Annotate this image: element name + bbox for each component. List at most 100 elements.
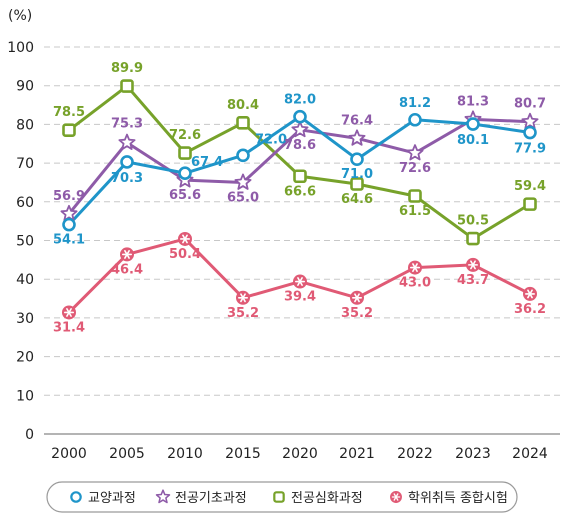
data-label: 80.7 (514, 97, 546, 112)
data-label: 81.3 (457, 94, 489, 109)
marker-spoke (182, 234, 188, 244)
data-point (118, 133, 136, 150)
data-label: 65.6 (169, 188, 201, 203)
data-point (348, 129, 366, 146)
marker-spoke (354, 293, 360, 303)
legend-label: 전공심화과정 (291, 491, 363, 506)
data-point (408, 189, 422, 203)
y-tick-label: 20 (16, 350, 34, 366)
y-tick-label: 60 (16, 195, 34, 211)
data-labels: 54.1 70.3 67.4 72.0 82.0 71.0 81.2 80.1 77.9 56.9… (53, 61, 546, 335)
y-tick-label: 80 (16, 117, 34, 133)
data-label: 81.2 (399, 96, 431, 111)
marker-spoke (297, 277, 303, 286)
data-point (406, 144, 424, 161)
data-label: 80.4 (227, 98, 259, 113)
data-point (236, 116, 250, 130)
y-tick-label: 10 (16, 388, 34, 404)
x-tick-label: 2021 (339, 446, 375, 462)
data-label: 67.4 (191, 155, 223, 170)
marker-spoke (66, 308, 72, 317)
legend-marker (273, 491, 285, 503)
data-label: 50.4 (169, 247, 201, 262)
data-point (236, 290, 250, 305)
data-point (350, 177, 364, 191)
legend-marker (390, 491, 402, 503)
data-label: 76.4 (341, 113, 373, 128)
data-point (521, 112, 539, 130)
data-point (60, 204, 78, 222)
data-point (120, 155, 134, 169)
data-label: 72.6 (399, 161, 431, 176)
data-label: 78.6 (284, 138, 316, 153)
x-tick-label: 2020 (282, 446, 318, 462)
data-point (236, 148, 250, 163)
data-label: 80.1 (457, 133, 489, 148)
legend-marker (70, 491, 82, 503)
data-point (178, 146, 192, 160)
data-point (523, 197, 537, 211)
data-label: 64.6 (341, 192, 373, 207)
y-tick-label: 30 (16, 311, 34, 327)
data-label: 66.6 (284, 184, 316, 199)
data-label: 56.9 (53, 189, 85, 204)
data-point (466, 117, 480, 131)
y-tick-label: 40 (16, 272, 34, 288)
marker-spoke (527, 289, 533, 299)
data-point (523, 125, 537, 140)
data-label: 71.0 (341, 167, 373, 182)
legend-label: 학위취득 종합시험 (408, 491, 508, 506)
marker-spoke (240, 293, 246, 303)
data-label: 77.9 (514, 142, 546, 157)
data-label: 46.4 (111, 262, 143, 277)
x-tick-label: 2024 (512, 446, 548, 462)
x-tick-labels: 2000 2005 2010 2015 2020 2021 2022 2023 2024 (51, 446, 548, 462)
data-label: 54.1 (53, 233, 85, 248)
x-tick-label: 2023 (455, 446, 491, 462)
data-point (234, 173, 252, 190)
marker-spoke (412, 263, 418, 273)
data-label: 59.4 (514, 179, 546, 194)
data-point (350, 290, 364, 305)
legend: 교양과정 전공기초과정 전공심화과정 학위취득 종합시험 (46, 481, 518, 513)
marker-spoke (393, 493, 399, 501)
data-label: 36.2 (514, 302, 546, 317)
y-tick-label: 50 (16, 234, 34, 250)
data-point (62, 305, 76, 320)
x-tick-label: 2000 (51, 446, 87, 462)
series-markers (60, 79, 539, 320)
data-point (178, 231, 192, 246)
data-point (293, 109, 307, 124)
x-tick-label: 2010 (167, 446, 203, 462)
data-point (120, 79, 134, 93)
data-label: 89.9 (111, 61, 143, 76)
data-point (408, 112, 422, 127)
marker-spoke (470, 260, 476, 270)
y-tick-labels: 0 10 20 30 40 50 60 70 80 90 100 (7, 40, 34, 443)
data-label: 31.4 (53, 320, 85, 335)
y-axis-label: (%) (8, 8, 32, 24)
data-point (408, 260, 422, 275)
data-point (293, 169, 307, 184)
data-point (62, 217, 76, 232)
data-point (523, 286, 537, 301)
x-tick-label: 2005 (109, 446, 145, 462)
data-point (62, 123, 76, 138)
y-tick-label: 100 (7, 40, 34, 56)
data-point (291, 120, 309, 138)
y-tick-label: 70 (16, 156, 34, 172)
x-tick-label: 2022 (397, 446, 433, 462)
data-label: 65.0 (227, 190, 259, 205)
data-label: 70.3 (111, 171, 143, 186)
data-label: 61.5 (399, 204, 431, 219)
data-label: 72.0 (255, 132, 287, 147)
data-label: 43.0 (399, 276, 431, 291)
legend-label: 교양과정 (88, 491, 136, 506)
y-tick-label: 90 (16, 79, 34, 95)
data-point (466, 257, 480, 272)
data-label: 82.0 (284, 93, 316, 108)
data-label: 72.6 (169, 128, 201, 143)
x-tick-label: 2015 (225, 446, 261, 462)
data-label: 50.5 (457, 214, 489, 229)
